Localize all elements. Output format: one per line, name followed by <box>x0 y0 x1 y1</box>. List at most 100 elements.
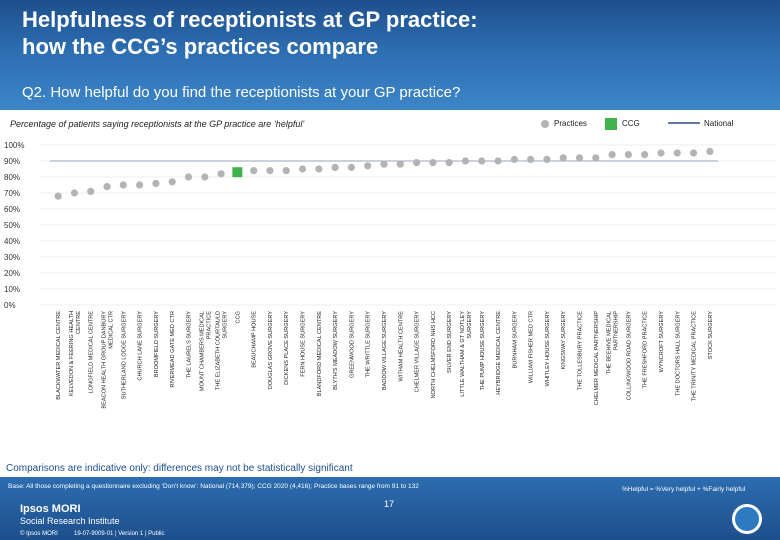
base-note: Base: All those completing a questionnai… <box>8 483 419 490</box>
copyright-text: © Ipsos MORI <box>20 531 58 537</box>
practice-point <box>657 149 665 157</box>
helpful-definition: %Helpful = %Very helpful + %Fairly helpf… <box>622 486 746 493</box>
x-tick-label: BLACKWATER MEDICAL CENTRE <box>56 311 62 400</box>
practice-point <box>136 181 144 189</box>
y-tick-label: 60% <box>4 205 20 214</box>
x-tick-label: THE BEEHIVE MEDICAL <box>607 311 613 374</box>
x-tick-label: THE WRITTLE SURGERY <box>366 311 372 378</box>
practice-point <box>298 165 307 173</box>
legend-practices-marker <box>541 120 549 128</box>
practice-point <box>266 167 274 175</box>
x-tick-label: RIVERMEAD GATE MED CTR <box>170 311 176 388</box>
x-tick-label: BROOMFIELD SURGERY <box>154 311 160 377</box>
practice-point <box>575 154 584 162</box>
header-banner: Helpfulness of receptionists at GP pract… <box>0 0 780 110</box>
page-title-line2: how the CCG’s practices compare <box>22 34 379 59</box>
x-tick-label: THE ELIZABETH COURTAULD <box>216 311 222 390</box>
practice-point <box>624 151 632 159</box>
practice-point <box>689 149 698 157</box>
practice-point <box>315 165 323 173</box>
practice-point <box>608 151 616 159</box>
x-tick-label: SURGERY <box>223 311 229 339</box>
x-tick-label: WILLIAM FISHER MED CTR <box>529 311 535 383</box>
brand-subtitle: Social Research Institute <box>20 516 120 526</box>
x-tick-label: PARTNERSHIP <box>614 311 620 351</box>
x-tick-label: MOUNT CHAMBERS MEDICAL <box>199 311 205 391</box>
practice-point <box>527 155 535 163</box>
practice-point <box>429 159 437 167</box>
x-tick-label: THE TOLLESBURY PRACTICE <box>578 311 584 390</box>
practice-point <box>380 160 388 168</box>
x-tick-label: CCG <box>235 311 241 323</box>
y-tick-label: 40% <box>4 237 20 246</box>
practice-point <box>168 178 176 186</box>
x-tick-label: WYNCROFT SURGERY <box>659 311 665 373</box>
practice-point <box>364 162 372 170</box>
chart: 0% 10% 20% 30% 40% 50% 60% 70% 80% 90% 100% BLACKW… <box>4 141 775 409</box>
x-tick-label: KELVEDON & FEERING HEALTH <box>69 311 75 396</box>
practice-point <box>543 155 551 163</box>
practice-point <box>184 173 193 181</box>
x-tick-label: THE LAURELS SURGERY <box>186 311 192 379</box>
x-tick-label: THE DOCTORS HALL SURGERY <box>675 311 681 396</box>
x-tick-label: DOUGLAS GROVE SURGERY <box>268 311 274 389</box>
practice-point <box>592 154 600 162</box>
x-tick-label: MEDICAL CTR <box>109 311 115 349</box>
x-tick-label: THE PUMP HOUSE SURGERY <box>480 311 486 391</box>
practice-point <box>641 151 649 159</box>
x-tick-label: STOCK SURGERY <box>708 311 714 360</box>
practice-point <box>282 167 290 175</box>
y-tick-label: 90% <box>4 157 20 166</box>
chart-title: Percentage of patients saying receptioni… <box>10 119 305 129</box>
x-tick-label: CENTRE <box>76 311 82 334</box>
x-tick-label: CHELMER MEDICAL PARTNERSHIP <box>594 311 600 406</box>
x-tick-label: BLYTH'S MEADOW SURGERY <box>333 311 339 390</box>
x-tick-label: THE FRESHFORD PRACTICE <box>643 311 649 389</box>
y-tick-label: 100% <box>4 141 24 150</box>
x-tick-label: PRACTICE <box>206 311 212 340</box>
page-number: 17 <box>384 499 395 509</box>
y-tick-label: 70% <box>4 189 20 198</box>
x-axis-labels: BLACKWATER MEDICAL CENTRE KELVEDON & FEER… <box>56 311 714 409</box>
legend-national-label: National <box>704 119 734 128</box>
legend-ccg-marker <box>605 118 617 130</box>
practice-point <box>54 192 62 200</box>
job-number: 19-07-9009-01 | Version 1 | Public <box>74 531 165 537</box>
practice-point <box>347 163 356 171</box>
page-title-line1: Helpfulness of receptionists at GP pract… <box>22 7 478 32</box>
legend-national-line <box>668 122 700 124</box>
legend-practices-label: Practices <box>554 119 587 128</box>
y-tick-label: 80% <box>4 173 20 182</box>
y-tick-label: 20% <box>4 269 20 278</box>
x-tick-label: GREENWOOD SURGERY <box>349 311 355 378</box>
practice-point <box>217 170 225 178</box>
x-tick-label: COLLINGWOOD ROAD SURGERY <box>626 311 632 401</box>
practice-point <box>559 154 567 162</box>
practice-point <box>87 187 95 195</box>
x-tick-label: BEAUCHAMP HOUSE <box>252 311 258 368</box>
practice-point <box>396 160 404 168</box>
practice-point <box>412 159 421 167</box>
practice-point <box>478 157 486 165</box>
practice-point <box>673 149 681 157</box>
footer-banner: Base: All those completing a questionnai… <box>0 477 780 540</box>
x-tick-label: CHELMER VILLAGE SURGERY <box>415 311 421 393</box>
grid <box>40 144 775 306</box>
comparisons-note: Comparisons are indicative only: differe… <box>6 463 353 474</box>
chart-legend: Practices CCG National <box>530 117 775 131</box>
x-tick-label: NORTH CHELMSFORD NHS HCC <box>431 311 437 399</box>
y-tick-label: 30% <box>4 253 20 262</box>
practice-point <box>494 157 502 165</box>
practice-point <box>119 181 127 189</box>
x-tick-label: THE TRINITY MEDICAL PRACTICE <box>692 311 698 402</box>
y-tick-label: 50% <box>4 221 20 230</box>
y-axis-ticks: 0% 10% 20% 30% 40% 50% 60% 70% 80% 90% 100% <box>4 141 24 310</box>
x-tick-label: SURGERY <box>467 311 473 339</box>
x-tick-label: BLANDFORD MEDICAL CENTRE <box>317 311 323 397</box>
brand-name: Ipsos MORI <box>20 503 81 515</box>
legend-ccg-label: CCG <box>622 119 640 128</box>
page-title: Helpfulness of receptionists at GP pract… <box>22 6 722 60</box>
practice-point <box>152 179 160 187</box>
x-tick-label: FERN HOUSE SURGERY <box>301 311 307 377</box>
x-tick-label: SUTHERLAND LODGE SURGERY <box>121 311 127 399</box>
